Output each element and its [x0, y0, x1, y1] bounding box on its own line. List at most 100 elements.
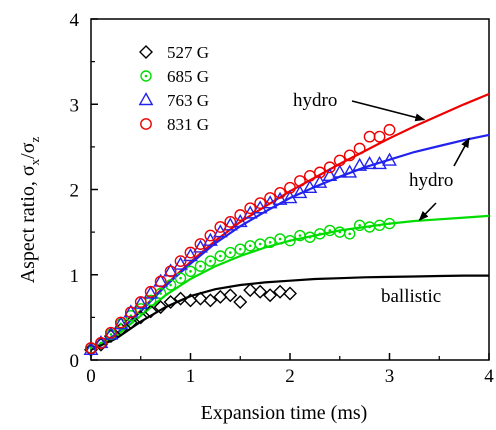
- marker-dot: [338, 230, 342, 234]
- y-axis-title-slash: /: [17, 153, 39, 159]
- data-point: [234, 243, 246, 255]
- data-point: [184, 265, 197, 278]
- legend-label: 527 G: [167, 43, 209, 62]
- data-point: [224, 246, 237, 259]
- legend-label: 763 G: [167, 91, 209, 110]
- data-point: [173, 291, 188, 306]
- data-point: [222, 217, 238, 231]
- x-tick-label: 0: [86, 366, 96, 387]
- data-point: [203, 293, 218, 308]
- data-point: [232, 213, 248, 228]
- y-axis-title-sigma-z: σ: [17, 142, 39, 153]
- data-point: [274, 187, 286, 199]
- data-point: [343, 149, 356, 162]
- data-point: [264, 192, 276, 204]
- data-point: [194, 260, 207, 272]
- x-tick-label: 3: [385, 366, 395, 387]
- data-point: [153, 300, 168, 315]
- data-point: [302, 179, 318, 193]
- y-tick-label: 0: [70, 351, 80, 372]
- marker-dot: [189, 270, 192, 273]
- marker-ring: [140, 70, 152, 82]
- data-point: [143, 304, 158, 319]
- data-point: [174, 272, 187, 284]
- marker-dot: [169, 283, 172, 287]
- data-point: [193, 291, 208, 306]
- marker-dot: [348, 232, 352, 236]
- data-point: [204, 255, 217, 267]
- data-point: [173, 256, 188, 270]
- data-point: [133, 295, 149, 309]
- y-axis-title-prefix: Aspect ratio,: [17, 176, 39, 283]
- data-point: [184, 246, 197, 259]
- data-point: [292, 184, 308, 199]
- y-tick-label: 3: [70, 95, 80, 116]
- marker-dot: [238, 247, 242, 251]
- y-tick-label: 4: [70, 10, 80, 31]
- data-point: [124, 306, 137, 319]
- data-point: [143, 285, 159, 299]
- legend-marker: [140, 118, 152, 130]
- series-831-g: [85, 123, 396, 354]
- data-point: [373, 130, 386, 143]
- data-point: [304, 231, 316, 243]
- data-point: [284, 181, 296, 194]
- data-point: [362, 155, 377, 170]
- data-point: [204, 229, 217, 242]
- marker-dot: [388, 222, 391, 225]
- data-point: [144, 285, 157, 298]
- data-point: [353, 219, 366, 232]
- data-point: [313, 166, 326, 179]
- marker-dot: [229, 251, 232, 254]
- marker-dot: [219, 254, 222, 258]
- legend-marker: [139, 45, 153, 59]
- legend-marker: [138, 92, 154, 106]
- marker-dot: [144, 74, 148, 78]
- marker-ring: [304, 231, 316, 243]
- data-point: [342, 164, 358, 178]
- data-point: [214, 250, 227, 262]
- annotation-arrow: [351, 100, 426, 122]
- data-point: [194, 238, 207, 250]
- marker-ring: [234, 243, 246, 255]
- annotation-arrow: [453, 137, 470, 167]
- data-point: [284, 234, 296, 247]
- marker-dot: [149, 299, 152, 302]
- data-point: [244, 202, 257, 215]
- marker-dot: [278, 237, 282, 241]
- legend: 527 G 685 G 763 G 831 G: [138, 43, 209, 134]
- marker-ring: [344, 228, 356, 240]
- model-curve-2: [90, 133, 490, 351]
- data-point: [383, 123, 396, 136]
- data-point: [352, 157, 368, 171]
- legend-marker: [140, 70, 152, 82]
- data-point: [183, 248, 198, 262]
- model-curve-4: [90, 274, 489, 351]
- data-point: [314, 228, 326, 240]
- x-tick-label: 4: [484, 366, 494, 387]
- data-point: [383, 217, 396, 230]
- data-point: [282, 190, 298, 204]
- data-point: [214, 221, 227, 233]
- marker-dot: [298, 234, 302, 237]
- data-point: [95, 337, 107, 349]
- y-axis-title-sub-z: z: [27, 136, 42, 142]
- marker-ring: [224, 246, 237, 259]
- data-point: [312, 174, 328, 188]
- y-axis-title-sub-x: x: [27, 158, 42, 165]
- x-tick-label: 1: [186, 366, 196, 387]
- marker-ring: [204, 255, 217, 267]
- y-tick-label: 2: [70, 181, 80, 202]
- marker-dot: [99, 341, 103, 345]
- data-point: [123, 315, 138, 330]
- data-point: [322, 167, 338, 182]
- data-point: [372, 155, 387, 170]
- data-point: [134, 296, 147, 308]
- data-point: [332, 164, 348, 178]
- data-point: [83, 341, 99, 355]
- y-tick-label: 1: [70, 266, 80, 287]
- data-point: [344, 228, 356, 240]
- data-point: [353, 142, 366, 155]
- annotation-label: hydro: [293, 90, 337, 111]
- data-point: [113, 316, 129, 330]
